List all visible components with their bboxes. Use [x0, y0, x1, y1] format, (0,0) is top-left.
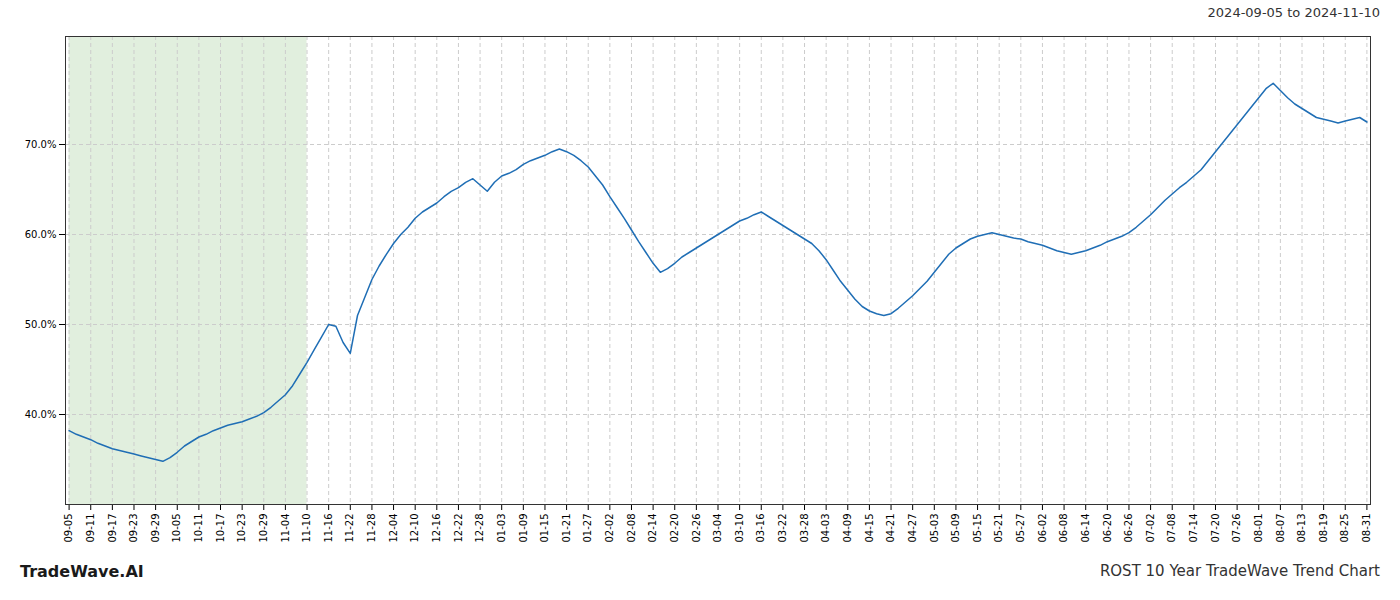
svg-text:08-13: 08-13	[1296, 514, 1307, 543]
svg-text:06-26: 06-26	[1123, 514, 1134, 543]
html-text:2024-09-05 to 2024-11-10: 2024-09-05 to 2024-11-10	[1207, 4, 1380, 20]
svg-text:02-14: 02-14	[647, 514, 658, 543]
svg-text:06-08: 06-08	[1058, 514, 1069, 543]
svg-text:03-04: 03-04	[712, 514, 723, 543]
svg-text:03-22: 03-22	[777, 514, 788, 543]
svg-text:02-08: 02-08	[626, 514, 637, 543]
svg-text:04-15: 04-15	[864, 514, 875, 543]
svg-text:09-05: 09-05	[63, 514, 74, 543]
svg-text:05-09: 05-09	[950, 514, 961, 543]
svg-text:08-19: 08-19	[1318, 514, 1329, 543]
svg-text:03-28: 03-28	[799, 514, 810, 543]
svg-text:09-17: 09-17	[107, 514, 118, 543]
svg-text:05-27: 05-27	[1015, 514, 1026, 543]
svg-text:07-14: 07-14	[1188, 514, 1199, 543]
svg-text:06-14: 06-14	[1080, 514, 1091, 543]
svg-text:04-21: 04-21	[885, 514, 896, 543]
svg-text:70.0%: 70.0%	[25, 139, 57, 150]
svg-text:12-04: 12-04	[388, 514, 399, 543]
svg-text:08-25: 08-25	[1339, 514, 1350, 543]
svg-text:01-21: 01-21	[561, 514, 572, 543]
svg-text:05-15: 05-15	[972, 514, 983, 543]
svg-text:02-26: 02-26	[691, 514, 702, 543]
svg-text:40.0%: 40.0%	[25, 409, 57, 420]
svg-text:60.0%: 60.0%	[25, 229, 57, 240]
svg-text:10-29: 10-29	[258, 514, 269, 543]
html-text:TradeWave.AI: TradeWave.AI	[20, 561, 144, 581]
svg-text:12-22: 12-22	[453, 514, 464, 543]
svg-text:07-26: 07-26	[1231, 514, 1242, 543]
svg-text:07-20: 07-20	[1210, 514, 1221, 543]
svg-text:04-27: 04-27	[907, 514, 918, 543]
svg-text:11-28: 11-28	[366, 514, 377, 543]
svg-text:04-03: 04-03	[820, 514, 831, 543]
svg-text:10-17: 10-17	[215, 514, 226, 543]
svg-text:07-08: 07-08	[1166, 514, 1177, 543]
svg-text:09-29: 09-29	[150, 514, 161, 543]
svg-text:11-22: 11-22	[344, 514, 355, 543]
svg-text:01-09: 01-09	[518, 514, 529, 543]
svg-text:11-04: 11-04	[280, 514, 291, 543]
svg-text:04-09: 04-09	[842, 514, 853, 543]
svg-text:12-16: 12-16	[431, 514, 442, 543]
svg-text:08-31: 08-31	[1361, 514, 1372, 543]
html-text:ROST 10 Year TradeWave Trend C: ROST 10 Year TradeWave Trend Chart	[1099, 562, 1380, 580]
svg-text:02-02: 02-02	[604, 514, 615, 543]
svg-text:01-27: 01-27	[582, 514, 593, 543]
svg-text:08-07: 08-07	[1275, 514, 1286, 543]
svg-text:12-28: 12-28	[474, 514, 485, 543]
svg-text:07-02: 07-02	[1145, 514, 1156, 543]
svg-text:09-11: 09-11	[85, 514, 96, 543]
svg-text:05-21: 05-21	[993, 514, 1004, 543]
svg-text:02-20: 02-20	[669, 514, 680, 543]
svg-text:05-03: 05-03	[928, 514, 939, 543]
svg-text:10-11: 10-11	[193, 514, 204, 543]
svg-text:12-10: 12-10	[409, 514, 420, 543]
svg-text:11-16: 11-16	[323, 514, 334, 543]
svg-text:06-20: 06-20	[1102, 514, 1113, 543]
svg-text:10-23: 10-23	[236, 514, 247, 543]
svg-text:08-01: 08-01	[1253, 514, 1264, 543]
svg-text:09-23: 09-23	[128, 514, 139, 543]
svg-text:01-03: 01-03	[496, 514, 507, 543]
svg-text:11-10: 11-10	[301, 514, 312, 543]
svg-text:10-05: 10-05	[171, 514, 182, 543]
svg-text:50.0%: 50.0%	[25, 319, 57, 330]
svg-text:06-02: 06-02	[1037, 514, 1048, 543]
svg-text:03-16: 03-16	[755, 514, 766, 543]
svg-text:03-10: 03-10	[734, 514, 745, 543]
svg-text:01-15: 01-15	[539, 514, 550, 543]
